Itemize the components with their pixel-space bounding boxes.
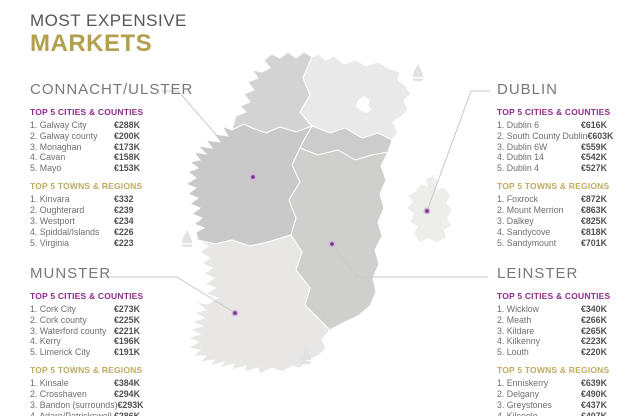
region-title-dublin: DUBLIN [497,81,559,98]
cities-heading: TOP 5 CITIES & COUNTIES [30,106,144,117]
list-item: 1. Cork City €273K [30,303,140,314]
list-item: 3. Dublin 6W €559K [497,141,607,152]
list-item: 4. Kerry €196K [30,336,140,347]
list-item: 2. Cork county €225K [30,314,140,325]
towns-heading: TOP 5 TOWNS & REGIONS [30,181,143,192]
region-block-connacht-ulster: CONNACHT/ULSTER TOP 5 CITIES & COUNTIES … [30,81,194,256]
list-item: 5. Mayo €153K [30,163,140,174]
list-item: 2. Meath €266K [497,314,607,325]
cities-heading: TOP 5 CITIES & COUNTIES [30,290,144,301]
list-item: 4. Kilkenny €223K [497,336,607,347]
list-item: 2. Mount Merrion €863K [497,205,607,216]
cities-list-munster: 1. Cork City €273K 2. Cork county €225K 3. W… [30,304,165,359]
list-item: 1. Galway City €288K [30,119,140,130]
map-region-munster [186,234,331,375]
list-item: 4. Kilcoole€407K [497,411,630,416]
page-title-line1: MOST EXPENSIVE [30,11,187,30]
list-item: 5. Dublin 4 €527K [497,163,607,174]
list-item: 1. Dublin 6 €616K [497,119,607,130]
list-item: 1. Kinvara €332 [30,194,134,205]
list-item: 3. Bandon (surrounds) €293K [30,400,144,411]
list-item: 3. Westport €234 [30,216,134,227]
list-item: 3. Waterford county €221K [30,325,140,336]
region-title-leinster: LEINSTER [497,265,579,282]
list-item: 1. Kinsale €384K [30,378,140,389]
map-marker-leinster [328,240,336,248]
list-item: 3. Greystones €437K [497,400,607,411]
list-item: 5. Limerick City €191K [30,347,140,358]
towns-heading: TOP 5 TOWNS & REGIONS [497,365,610,376]
towns-list-leinster: 1. Enniskerry €639K 2. Delgany €490K 3. Grey… [497,378,630,416]
towns-list-dublin: 1. Foxrock €872K 2. Mount Merrion €863K 3. D… [497,194,630,249]
towns-heading: TOP 5 TOWNS & REGIONS [30,365,143,376]
region-title-munster: MUNSTER [30,265,112,282]
towns-list-munster: 1. Kinsale €384K 2. Crosshaven €294K 3. Band… [30,378,165,416]
cities-heading: TOP 5 CITIES & COUNTIES [497,106,611,117]
list-item: 4. Cavan €158K [30,152,140,163]
list-item: 2. Oughterard €239 [30,205,134,216]
cities-list-leinster: 1. Wicklow €340K 2. Meath €266K 3. Kildare €2… [497,304,630,359]
sailboat-icon [412,64,424,81]
page-title-line2: MARKETS [30,30,153,57]
list-item: 3. Monaghan €173K [30,141,140,152]
callout-line-leinster [331,243,488,278]
map-region-northern-ireland [299,53,412,141]
list-item: 1. Wicklow €340K [497,303,607,314]
callout-line-dublin [426,90,490,212]
list-item: 3. Kildare €265K [497,325,607,336]
map-marker-munster [231,309,239,317]
sailboat-icon [181,230,193,247]
sailboat-icon [300,347,312,364]
list-item: 2. Crosshaven €294K [30,389,140,400]
cities-list-connacht-ulster: 1. Galway City €288K 2. Galway county €200K… [30,120,165,175]
list-item: 4. Spiddal/Islands €226 [30,227,134,238]
list-item: 4. Adare/Patrickswell€286K [30,411,165,416]
region-block-dublin: DUBLIN TOP 5 CITIES & COUNTIES 1. Dublin… [497,81,630,256]
map-region-donegal [231,51,313,134]
list-item: 2. Delgany €490K [497,389,607,400]
region-title-connacht-ulster: CONNACHT/ULSTER [30,81,194,98]
list-item: 4. Dublin 14 €542K [497,152,607,163]
callout-line-munster [99,276,236,314]
cities-heading: TOP 5 CITIES & COUNTIES [497,290,611,301]
list-item: 5. Virginia €223 [30,238,134,249]
list-item: 2. South County Dublin €603K [497,130,614,141]
map-marker-dublin [423,207,431,215]
list-item: 1. Foxrock €872K [497,194,607,205]
callout-line-connacht [162,90,254,178]
list-item: 2. Galway county €200K [30,130,140,141]
region-block-leinster: LEINSTER TOP 5 CITIES & COUNTIES 1. Wick… [497,265,630,416]
list-item: 5. Sandymount €701K [497,238,607,249]
list-item: 4. Sandycove €818K [497,227,607,238]
list-item: 3. Dalkey €825K [497,216,607,227]
map-lough-neagh [356,96,372,113]
towns-heading: TOP 5 TOWNS & REGIONS [497,181,610,192]
list-item: 1. Enniskerry €639K [497,378,607,389]
page-title: MOST EXPENSIVE MARKETS [30,12,187,56]
cities-list-dublin: 1. Dublin 6 €616K 2. South County Dublin €6… [497,120,630,175]
map-marker-connacht [249,173,257,181]
list-item: 5. Louth €220K [497,347,607,358]
region-block-munster: MUNSTER TOP 5 CITIES & COUNTIES 1. Cork … [30,265,165,416]
towns-list-connacht-ulster: 1. Kinvara €332 2. Oughterard €239 3. Westpo… [30,194,165,249]
